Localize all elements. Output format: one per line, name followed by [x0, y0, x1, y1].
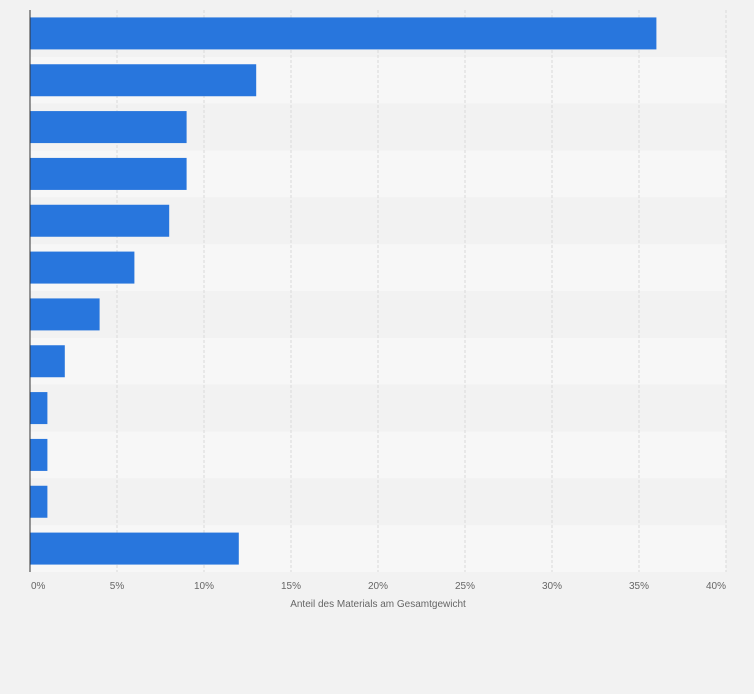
bar — [30, 111, 187, 144]
x-tick-label: 25% — [455, 581, 475, 592]
x-tick-label: 15% — [281, 581, 301, 592]
x-tick-label: 5% — [110, 581, 125, 592]
bar — [30, 345, 65, 378]
x-tick-label: 10% — [194, 581, 214, 592]
x-tick-label: 0% — [31, 581, 46, 592]
x-tick-label: 30% — [542, 581, 562, 592]
x-axis-label: Anteil des Materials am Gesamtgewicht — [290, 599, 466, 610]
bar — [30, 392, 48, 425]
bar — [30, 251, 135, 284]
bar — [30, 438, 48, 471]
bar — [30, 532, 239, 565]
bars — [30, 17, 657, 565]
x-tick-label: 35% — [629, 581, 649, 592]
x-tick-labels: 0% 5% 10% 15% 20% 25% 30% 35% 40% — [31, 581, 726, 592]
bar — [30, 17, 657, 50]
bar — [30, 298, 100, 331]
bar — [30, 485, 48, 518]
bar — [30, 204, 170, 237]
x-tick-label: 40% — [706, 581, 726, 592]
bar — [30, 64, 257, 97]
bar — [30, 157, 187, 190]
x-tick-label: 20% — [368, 581, 388, 592]
gridlines — [116, 10, 727, 572]
